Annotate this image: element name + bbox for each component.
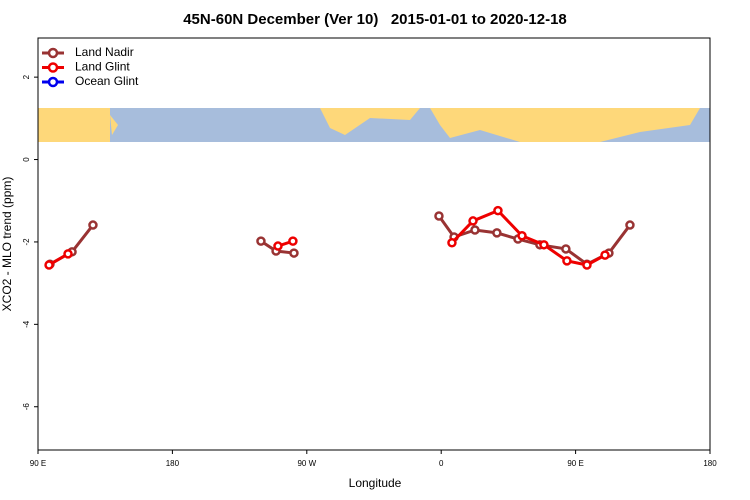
point <box>517 231 527 241</box>
legend-label: Land Nadir <box>75 45 134 59</box>
point <box>88 220 98 230</box>
legend-marker <box>47 47 59 59</box>
map-band <box>38 108 710 142</box>
plot-frame <box>37 37 711 451</box>
point <box>625 220 635 230</box>
point <box>289 248 299 258</box>
chart-title: 45N-60N December (Ver 10) 2015-01-01 to … <box>183 11 567 28</box>
point <box>288 236 298 246</box>
point <box>562 256 572 266</box>
point <box>273 241 283 251</box>
point <box>539 240 549 250</box>
x-tick-label: 180 <box>166 459 180 468</box>
y-tick-label: 0 <box>22 157 31 162</box>
y-tick-label: -2 <box>22 238 31 246</box>
point <box>492 228 502 238</box>
point <box>493 205 503 216</box>
x-tick-label: 180 <box>703 459 717 468</box>
point <box>63 249 73 259</box>
point <box>468 216 478 226</box>
y-axis-label: XCO2 - MLO trend (ppm) <box>0 177 14 312</box>
legend-marker <box>47 62 59 73</box>
legend-label: Land Glint <box>75 60 130 74</box>
x-tick-label: 0 <box>439 459 444 468</box>
x-tick-label: 90 E <box>567 459 583 468</box>
point <box>434 211 444 221</box>
point <box>582 260 592 270</box>
x-axis-label: Longitude <box>349 476 402 490</box>
x-tick-label: 90 W <box>297 459 316 468</box>
series-line <box>49 215 632 266</box>
x-tick-label: 90 E <box>30 459 46 468</box>
point <box>600 250 610 260</box>
legend-label: Ocean Glint <box>75 74 139 88</box>
point <box>561 244 571 254</box>
point <box>256 236 266 246</box>
point <box>470 225 480 235</box>
point <box>44 260 54 270</box>
point <box>447 238 457 248</box>
y-tick-label: -6 <box>22 403 31 411</box>
y-tick-label: 2 <box>22 74 31 79</box>
legend-marker <box>47 76 59 88</box>
y-tick-label: -4 <box>22 320 31 328</box>
